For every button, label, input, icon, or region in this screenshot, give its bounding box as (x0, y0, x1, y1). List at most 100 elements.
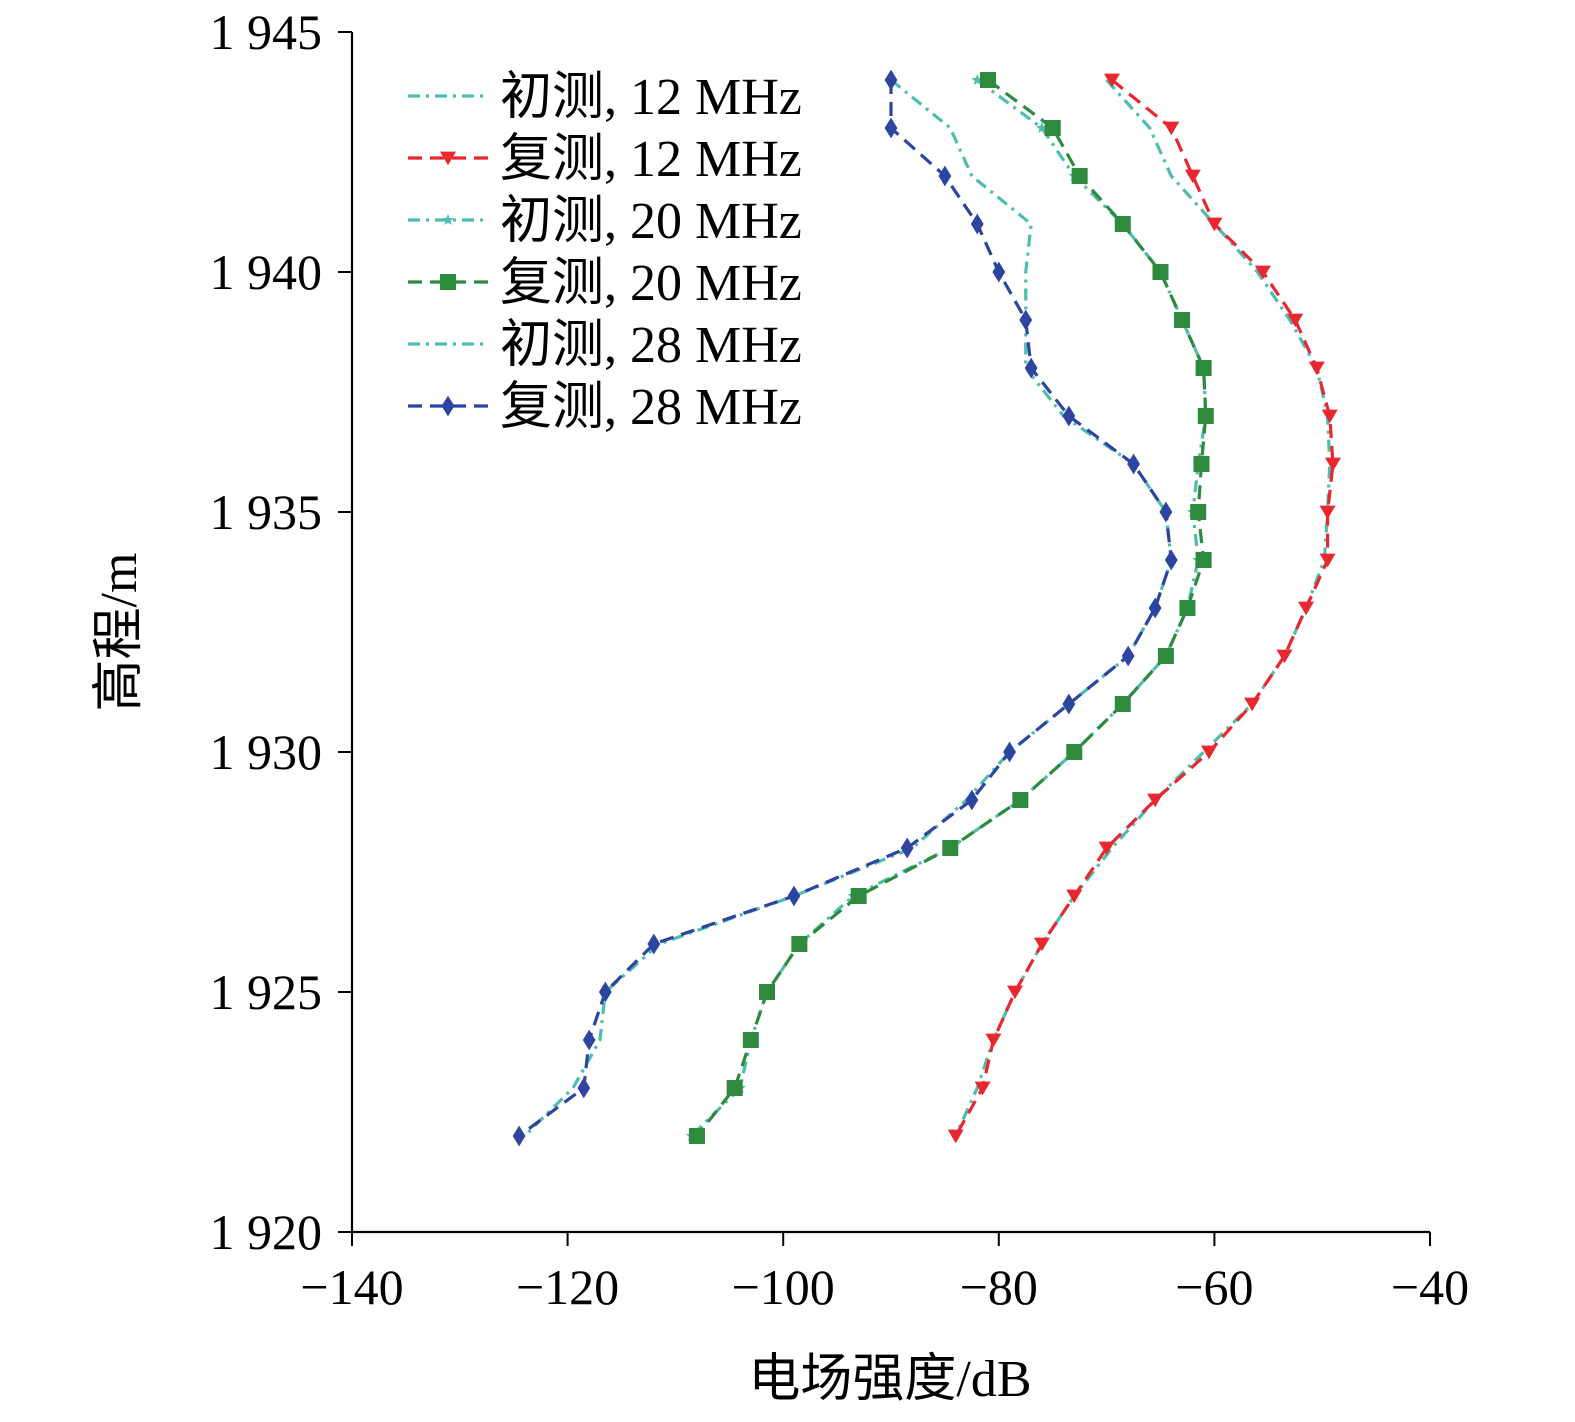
data-point (1012, 792, 1029, 808)
series-line (954, 78, 1335, 1137)
y-tick-label: 1 935 (210, 484, 323, 540)
x-tick-label: −120 (516, 1259, 619, 1315)
data-point (688, 1128, 705, 1144)
data-point (980, 72, 997, 88)
data-point (974, 1081, 991, 1096)
data-point (441, 395, 455, 417)
data-point (884, 69, 898, 91)
data-point (992, 261, 1006, 283)
data-point (1319, 553, 1336, 568)
data-point (1114, 696, 1131, 712)
data-point (598, 981, 612, 1003)
data-point (1044, 120, 1061, 136)
data-point (1019, 309, 1033, 331)
data-point (1159, 501, 1173, 523)
data-point (1062, 693, 1076, 715)
data-point (787, 885, 801, 907)
data-point (1152, 264, 1169, 280)
data-point (985, 1033, 1002, 1048)
x-tick-label: −140 (300, 1259, 403, 1315)
data-point (1157, 648, 1174, 664)
legend-item: 复测, 12 MHz (408, 131, 802, 188)
x-axis-title: 电场强度/dB (748, 1351, 1031, 1408)
data-point (900, 837, 914, 859)
data-point (1103, 73, 1120, 88)
data-point (1174, 312, 1191, 328)
data-point (1179, 600, 1196, 616)
data-point (582, 1029, 596, 1051)
legend-label: 初测, 28 MHz (500, 317, 802, 374)
y-tick-label: 1 940 (210, 244, 323, 300)
x-tick-label: −60 (1175, 1259, 1253, 1315)
data-point (1254, 265, 1271, 280)
series-4 (688, 72, 1214, 1144)
series-6 (512, 69, 1178, 1147)
series-2 (947, 73, 1341, 1144)
legend-item: 复测, 28 MHz (408, 379, 802, 436)
data-point (942, 840, 959, 856)
y-tick-label: 1 945 (210, 4, 323, 60)
data-point (947, 1129, 964, 1144)
data-point (440, 151, 456, 166)
data-point (1164, 549, 1178, 571)
data-point (1066, 744, 1083, 760)
legend-item: 初测, 12 MHz (408, 69, 802, 126)
y-axis-title: 高程/m (91, 553, 148, 712)
data-point (965, 789, 979, 811)
series-line (695, 78, 1208, 1137)
x-tick-label: −100 (732, 1259, 835, 1315)
data-point (1071, 168, 1088, 184)
data-point (1244, 697, 1261, 712)
series-line (954, 78, 1332, 1137)
axes: −140 −120 −100 −80 −60 −40 1 920 1 925 1 930 1 93… (210, 4, 1470, 1315)
x-tick-label: −80 (960, 1259, 1038, 1315)
data-point (938, 165, 952, 187)
legend-item: 初测, 28 MHz (408, 317, 802, 374)
data-point (1193, 456, 1210, 472)
data-point (726, 1080, 743, 1096)
data-point (791, 936, 808, 952)
data-point (1114, 216, 1131, 232)
data-point (1298, 601, 1315, 616)
data-point (1147, 793, 1164, 808)
data-point (1121, 645, 1135, 667)
data-point (440, 274, 456, 290)
data-point (1287, 313, 1304, 328)
data-point (1148, 597, 1162, 619)
data-point (1324, 457, 1341, 472)
y-tick-label: 1 925 (210, 964, 323, 1020)
data-point (1197, 408, 1214, 424)
data-point (577, 1077, 591, 1099)
legend-label: 初测, 12 MHz (500, 69, 802, 126)
legend-label: 初测, 20 MHz (500, 193, 802, 250)
data-point (1066, 889, 1083, 904)
data-point (1098, 841, 1115, 856)
legend-item: 复测, 20 MHz (408, 255, 802, 312)
data-point (1319, 505, 1336, 520)
data-point (1033, 937, 1050, 952)
data-point (1195, 360, 1212, 376)
data-point (1206, 217, 1223, 232)
data-point (1195, 552, 1212, 568)
data-point (1163, 121, 1180, 136)
data-point (850, 888, 867, 904)
data-point (970, 213, 984, 235)
legend-label: 复测, 12 MHz (500, 131, 802, 188)
data-point (1127, 453, 1140, 475)
x-tick-label: −40 (1391, 1259, 1469, 1315)
data-point (1321, 409, 1338, 424)
data-point (442, 214, 454, 225)
data-point (1190, 504, 1207, 520)
legend-label: 复测, 20 MHz (500, 255, 802, 312)
data-point (1201, 745, 1218, 760)
data-point (512, 1125, 526, 1147)
series-1 (954, 78, 1332, 1137)
data-point (1184, 169, 1201, 184)
data-point (742, 1032, 759, 1048)
legend-label: 复测, 28 MHz (500, 379, 802, 436)
y-tick-label: 1 920 (210, 1204, 323, 1260)
data-point (759, 984, 776, 1000)
data-point (1006, 985, 1023, 1000)
